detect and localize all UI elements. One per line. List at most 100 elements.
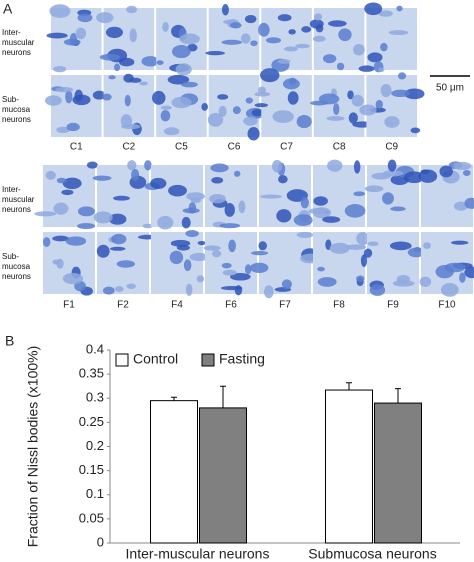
stain [245,97,253,104]
stain [62,273,84,285]
stain [404,88,425,100]
row-label: Sub-mucosa neurons [2,252,31,281]
stain [65,236,87,246]
column-label: C9 [385,142,398,153]
micrograph [96,5,160,72]
stain [234,285,243,296]
stain [407,247,425,258]
micrograph [156,8,207,76]
stain [282,78,300,90]
stain [464,266,474,279]
stain [179,33,200,45]
stain [347,90,354,100]
stain [263,285,274,299]
error-bar [171,396,177,401]
y-tick-label: 0.3 [86,390,104,405]
stain [221,39,242,45]
y-tick-label: 0.25 [79,414,104,429]
stain [419,276,432,287]
stain [205,51,225,56]
stain [277,59,291,64]
stain [327,159,343,172]
stain [77,206,95,217]
micrograph [151,230,209,296]
stain [61,189,74,196]
stain [382,192,394,205]
stain [356,232,370,245]
row-label: Inter-muscular neurons [2,28,35,57]
stain [65,90,73,104]
stain [207,113,224,127]
stain [344,204,366,218]
y-tick-label: 0.15 [79,462,104,477]
stain [169,250,184,265]
stain [353,191,366,197]
stain [209,193,226,204]
stain [329,242,350,254]
stain [63,38,81,46]
stain [114,63,121,72]
row-label: Inter-muscular neurons [2,185,35,214]
stain [360,254,368,267]
column-label: F4 [171,300,183,311]
stain [183,259,192,272]
stain [440,282,459,297]
panel-label: A [3,1,13,17]
bar [199,407,247,544]
stain [254,103,268,108]
stain [312,35,326,42]
stain [363,248,373,258]
stain [172,44,191,59]
stain [398,72,407,80]
stain [189,252,209,262]
stain [230,22,242,29]
micrograph [364,159,425,227]
stain [453,201,468,211]
stain [240,33,251,44]
stain [176,244,190,251]
stain [284,46,298,52]
stain [118,57,135,67]
stain [102,286,115,295]
stain [317,277,337,287]
legend-label: Control [133,351,178,367]
stain [211,176,224,184]
stain [396,274,411,284]
stain [124,94,131,107]
stain [228,239,236,253]
stain [234,170,241,177]
stain [278,175,288,184]
micrograph [418,161,474,227]
micrograph [34,161,98,230]
stain [96,12,114,24]
stain [313,196,328,206]
stain [109,246,126,251]
stain [296,114,312,129]
stain [251,250,269,256]
stain [258,241,267,251]
stain [418,169,438,183]
stain [163,127,180,136]
stain [375,99,383,109]
stain [150,177,167,189]
stain [322,54,337,64]
stain [113,195,130,201]
micrograph [258,8,312,72]
panel-label: B [5,333,14,349]
stain [49,4,71,18]
stain [114,286,124,293]
stain [168,184,187,197]
stain [380,42,388,52]
stain [99,53,121,61]
stain [423,242,431,250]
stain [34,211,57,217]
column-label: F9 [387,300,399,311]
stain [388,30,409,36]
stain [462,169,471,177]
column-label: C7 [280,142,293,153]
stain [162,21,169,32]
micrograph [205,3,260,70]
stain [351,94,364,107]
stain [93,211,113,224]
stain [322,216,341,223]
